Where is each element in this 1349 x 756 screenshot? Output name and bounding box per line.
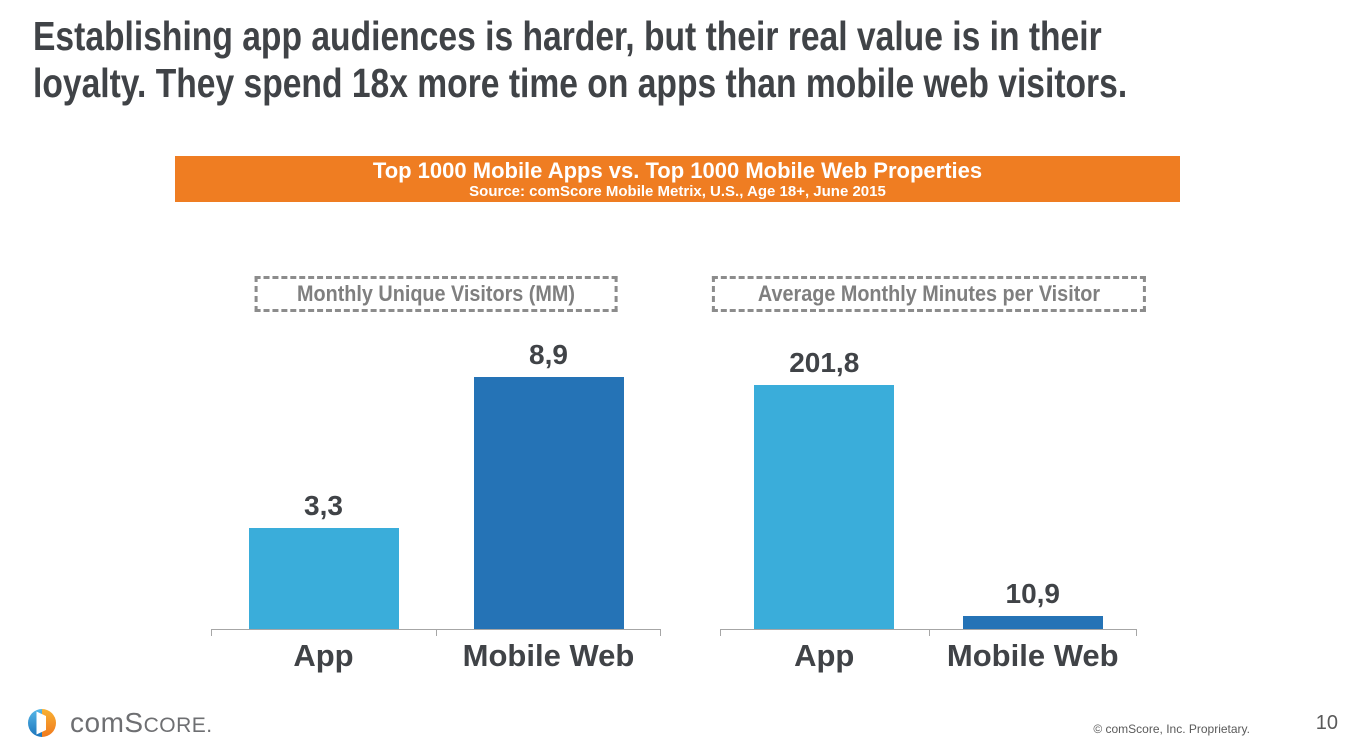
page-number: 10: [1315, 712, 1338, 734]
chart-title-right: Average Monthly Minutes per Visitor: [757, 281, 1100, 306]
x-axis-labels-left: App Mobile Web: [211, 638, 661, 674]
bar-slot-app: 3,3: [211, 339, 436, 629]
axis-tick: [720, 629, 721, 636]
comscore-logo-icon: [28, 709, 56, 737]
value-label-mobile-web: 10,9: [1005, 577, 1061, 609]
x-axis-label-mobile-web: Mobile Web: [946, 638, 1119, 673]
comscore-logo: comSCORE.: [27, 707, 213, 739]
value-label-mobile-web: 8,9: [529, 339, 568, 370]
bar-app: [754, 385, 895, 629]
chart-monthly-unique-visitors: Monthly Unique Visitors (MM) 3,3 8,9 App…: [211, 276, 661, 701]
plot-area-right: 201,8 10,9: [720, 339, 1138, 636]
logo-text-s: S: [124, 707, 144, 738]
chart-title-box-left: Monthly Unique Visitors (MM): [254, 276, 618, 312]
x-axis-label-app: App: [794, 638, 855, 673]
banner-title: Top 1000 Mobile Apps vs. Top 1000 Mobile…: [372, 158, 983, 183]
bar-mobile-web: [962, 615, 1103, 629]
x-axis-label-mobile-web: Mobile Web: [462, 638, 635, 673]
logo-text-com: com: [70, 707, 125, 738]
plot-area-left: 3,3 8,9: [211, 339, 661, 636]
slide-title: Establishing app audiences is harder, bu…: [33, 13, 1349, 107]
bar-slot-mobile-web: 8,9: [436, 339, 661, 629]
chart-title-left: Monthly Unique Visitors (MM): [297, 281, 575, 306]
copyright-notice: © comScore, Inc. Proprietary.: [1093, 722, 1250, 736]
axis-tick: [660, 629, 661, 636]
bar-slot-mobile-web: 10,9: [929, 339, 1138, 629]
chart-average-monthly-minutes: Average Monthly Minutes per Visitor 201,…: [711, 276, 1146, 701]
value-label-app: 201,8: [789, 347, 860, 379]
axis-tick: [1136, 629, 1137, 636]
value-label-app: 3,3: [304, 490, 343, 522]
x-axis-labels-right: App Mobile Web: [720, 638, 1137, 674]
slide-title-line2: loyalty. They spend 18x more time on app…: [33, 60, 1128, 106]
bar-app: [248, 528, 399, 629]
slide-title-line1: Establishing app audiences is harder, bu…: [33, 13, 1102, 59]
chart-title-box-right: Average Monthly Minutes per Visitor: [711, 276, 1146, 312]
axis-tick: [436, 629, 437, 636]
chart-banner: Top 1000 Mobile Apps vs. Top 1000 Mobile…: [175, 156, 1180, 202]
logo-text-core: CORE: [143, 714, 207, 737]
banner-subtitle: Source: comScore Mobile Metrix, U.S., Ag…: [469, 183, 886, 200]
axis-tick: [211, 629, 212, 636]
bar-slot-app: 201,8: [720, 339, 929, 629]
logo-text-period: .: [206, 714, 213, 737]
axis-tick: [928, 629, 930, 636]
comscore-logo-text: comSCORE.: [70, 707, 213, 739]
x-axis-label-app: App: [293, 638, 354, 673]
bar-mobile-web: [473, 377, 624, 629]
